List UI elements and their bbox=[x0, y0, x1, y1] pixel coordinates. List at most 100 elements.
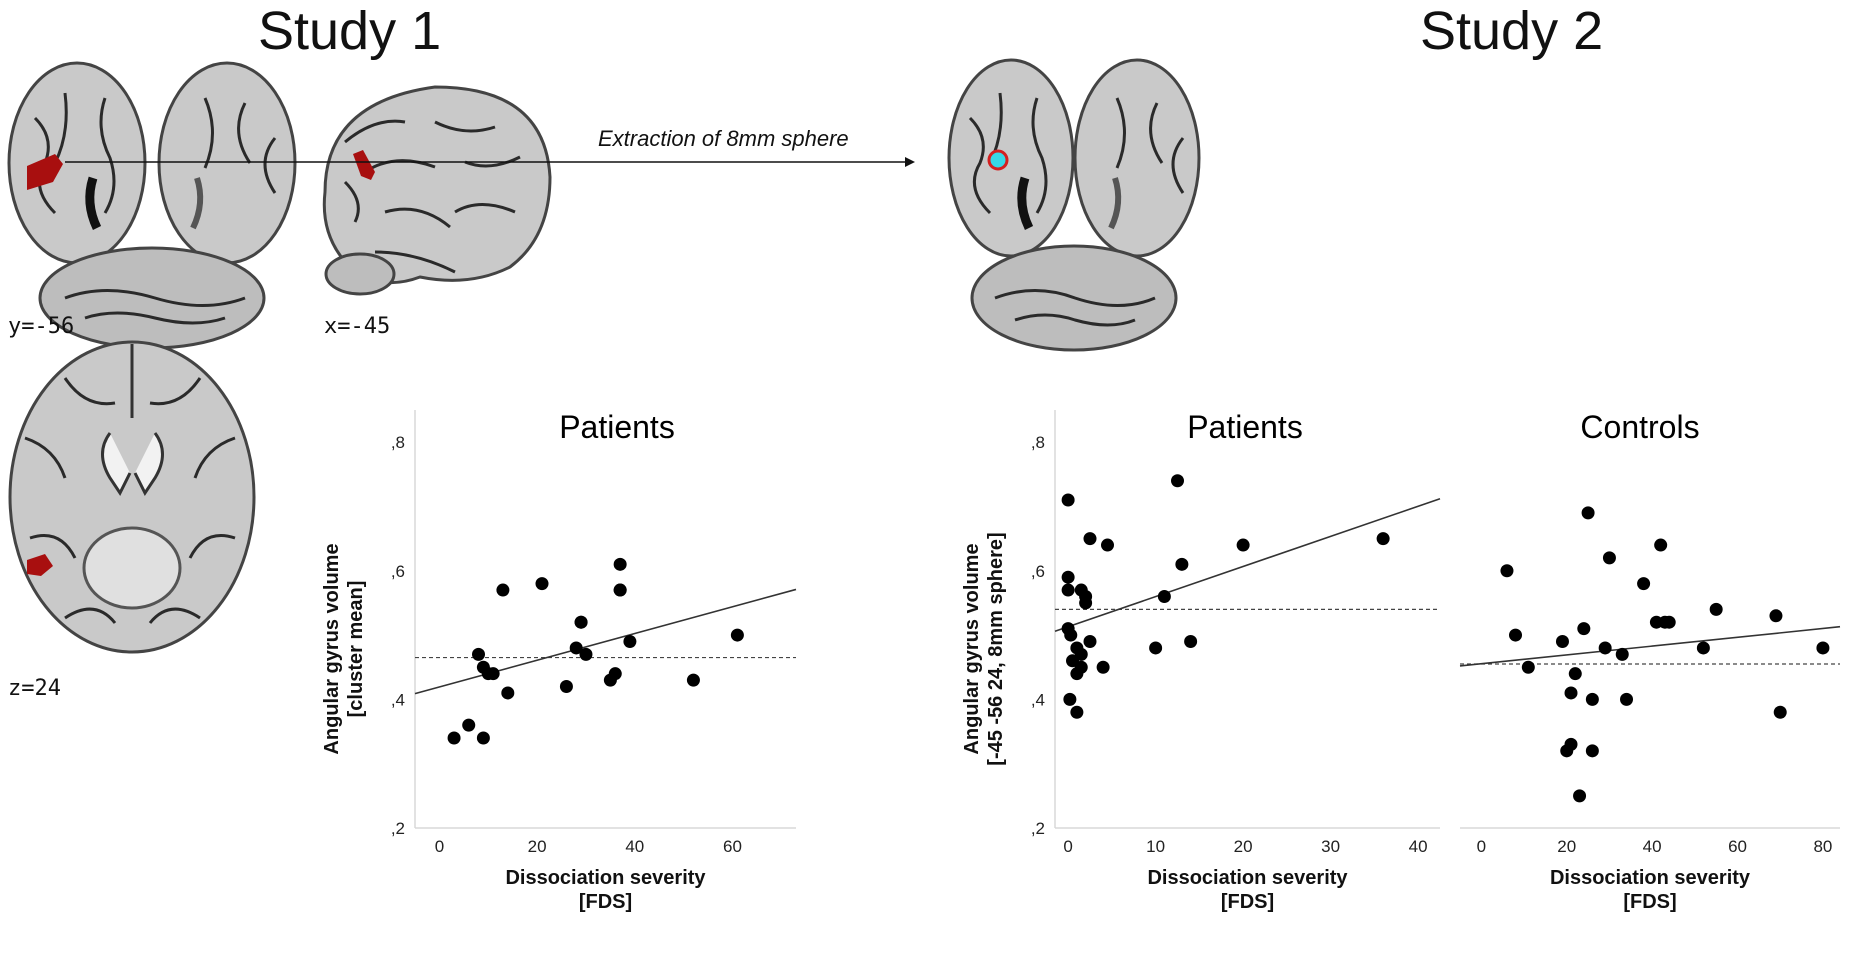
coronal-coordinate-label: y=-56 bbox=[8, 314, 75, 339]
data-point bbox=[1175, 557, 1189, 571]
data-point bbox=[476, 731, 490, 745]
data-point bbox=[1376, 532, 1390, 546]
data-point bbox=[1662, 615, 1676, 629]
data-point bbox=[1602, 551, 1616, 565]
data-point bbox=[1101, 538, 1114, 552]
data-point bbox=[1079, 589, 1093, 603]
data-point bbox=[1564, 686, 1578, 700]
study2-title: Study 2 bbox=[1420, 1, 1604, 61]
data-point bbox=[608, 667, 622, 681]
data-point bbox=[1816, 641, 1830, 655]
data-point bbox=[1769, 609, 1783, 623]
data-point bbox=[613, 583, 627, 597]
data-point bbox=[1061, 583, 1075, 597]
data-point bbox=[1709, 602, 1723, 616]
y-tick-label: ,2 bbox=[1031, 819, 1045, 838]
x-tick-label: 40 bbox=[625, 837, 644, 856]
data-point bbox=[1585, 744, 1599, 758]
x-axis-label-unit: [FDS] bbox=[1221, 891, 1274, 913]
x-tick-label: 0 bbox=[435, 837, 444, 856]
data-point bbox=[1637, 577, 1651, 591]
x-tick-label: 0 bbox=[1063, 837, 1072, 856]
data-point bbox=[559, 680, 573, 694]
y-axis-label: Angular gyrus volume bbox=[961, 543, 983, 754]
coronal-brain-slice bbox=[7, 61, 297, 350]
data-point bbox=[1615, 647, 1629, 661]
cluster-marker-axial bbox=[27, 554, 53, 576]
data-point bbox=[1074, 647, 1088, 661]
x-tick-label: 20 bbox=[528, 837, 547, 856]
axial-brain-slice bbox=[8, 340, 256, 654]
data-point bbox=[462, 718, 476, 732]
data-point bbox=[447, 731, 461, 745]
data-point bbox=[569, 641, 583, 655]
data-point bbox=[1585, 692, 1599, 706]
y-tick-label: ,8 bbox=[1031, 433, 1045, 452]
data-point bbox=[1063, 692, 1077, 706]
data-point bbox=[1555, 635, 1569, 649]
sagittal-brain-slice bbox=[322, 85, 552, 296]
x-tick-label: 40 bbox=[1409, 837, 1428, 856]
y-tick-label: ,6 bbox=[1031, 562, 1045, 581]
coronal-brain-slice-study2 bbox=[947, 58, 1201, 352]
y-axis-label: Angular gyrus volume bbox=[321, 543, 343, 754]
cluster-marker-coronal bbox=[27, 154, 63, 190]
x-tick-label: 60 bbox=[1728, 837, 1747, 856]
data-point bbox=[1773, 705, 1787, 719]
data-point bbox=[1157, 589, 1171, 603]
data-point bbox=[1564, 737, 1578, 751]
cluster-marker-sagittal bbox=[353, 150, 375, 180]
extraction-label: Extraction of 8mm sphere bbox=[598, 126, 849, 151]
y-axis-label-unit: [-45 -56 24, 8mm sphere] bbox=[985, 532, 1007, 765]
x-tick-label: 30 bbox=[1321, 837, 1340, 856]
y-tick-label: ,6 bbox=[391, 562, 405, 581]
data-point bbox=[730, 628, 744, 642]
data-point bbox=[579, 647, 593, 661]
data-point bbox=[1083, 635, 1097, 649]
data-point bbox=[1598, 641, 1612, 655]
y-axis-label-unit: [cluster mean] bbox=[345, 581, 367, 718]
data-point bbox=[1568, 667, 1582, 681]
data-point bbox=[1581, 506, 1595, 520]
extraction-arrow bbox=[65, 157, 915, 167]
data-point bbox=[1577, 622, 1591, 636]
data-point bbox=[1171, 474, 1184, 488]
data-point bbox=[486, 667, 500, 681]
x-tick-label: 10 bbox=[1146, 837, 1165, 856]
data-point bbox=[1236, 538, 1250, 552]
sagittal-coordinate-label: x=-45 bbox=[324, 314, 391, 339]
data-point bbox=[574, 615, 588, 629]
y-tick-label: ,8 bbox=[391, 433, 405, 452]
study1-title: Study 1 bbox=[258, 1, 442, 61]
x-axis-label: Dissociation severity bbox=[505, 867, 706, 889]
regression-line bbox=[414, 588, 797, 695]
data-point bbox=[1074, 660, 1088, 674]
data-point bbox=[623, 635, 637, 649]
data-point bbox=[496, 583, 510, 597]
x-axis-label-unit: [FDS] bbox=[579, 891, 632, 913]
data-point bbox=[1696, 641, 1710, 655]
data-point bbox=[1509, 628, 1523, 642]
chart-title: Controls bbox=[1580, 409, 1699, 445]
data-point bbox=[1064, 628, 1078, 642]
data-point bbox=[1620, 692, 1634, 706]
data-point bbox=[1061, 493, 1075, 507]
x-axis-label: Dissociation severity bbox=[1550, 867, 1751, 889]
chart-title: Patients bbox=[559, 409, 675, 445]
data-point bbox=[686, 673, 700, 687]
x-axis-label: Dissociation severity bbox=[1147, 867, 1348, 889]
x-tick-label: 20 bbox=[1234, 837, 1253, 856]
x-axis-label-unit: [FDS] bbox=[1623, 891, 1676, 913]
data-point bbox=[501, 686, 515, 700]
data-point bbox=[1083, 532, 1097, 546]
chart-title: Patients bbox=[1187, 409, 1303, 445]
x-tick-label: 20 bbox=[1557, 837, 1576, 856]
x-tick-label: 80 bbox=[1813, 837, 1832, 856]
y-tick-label: ,4 bbox=[391, 690, 405, 709]
y-tick-label: ,2 bbox=[391, 819, 405, 838]
data-point bbox=[1096, 660, 1110, 674]
data-point bbox=[472, 647, 485, 661]
